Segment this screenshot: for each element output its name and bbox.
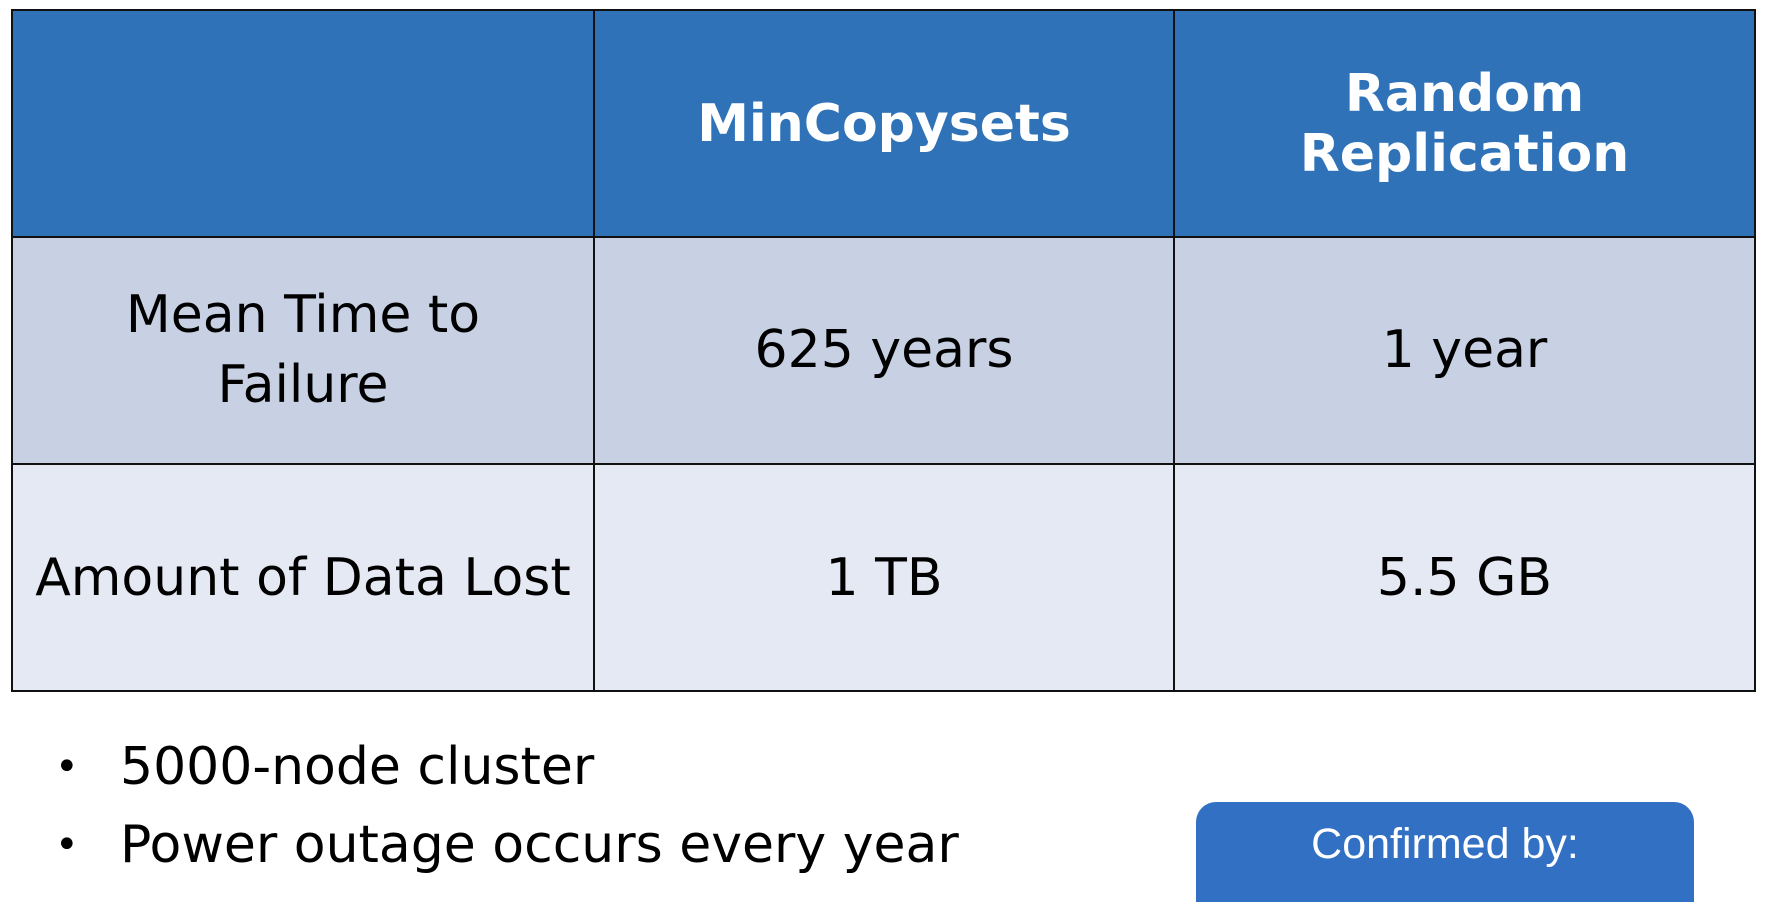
row-label-mttf-line2: Failure	[217, 354, 389, 415]
row-label-mttf: Mean Time to Failure	[11, 236, 595, 465]
header-random-replication: Random Replication	[1173, 9, 1756, 238]
mttf-mincopysets-value: 625 years	[593, 236, 1175, 465]
table-header-row: MinCopysets Random Replication	[11, 9, 1756, 238]
confirmed-by-box: Confirmed by:	[1196, 802, 1694, 902]
header-mincopysets: MinCopysets	[593, 9, 1175, 238]
bullet-icon: •	[55, 822, 79, 868]
data-lost-mincopysets-value: 1 TB	[593, 463, 1175, 692]
list-item: • 5000-node cluster	[55, 728, 959, 806]
header-empty-cell	[11, 9, 595, 238]
note-text: Power outage occurs every year	[120, 815, 959, 875]
mttf-random-value: 1 year	[1173, 236, 1756, 465]
comparison-table: MinCopysets Random Replication Mean Time…	[11, 9, 1756, 692]
confirmed-by-label: Confirmed by:	[1311, 820, 1579, 868]
data-lost-random-value: 5.5 GB	[1173, 463, 1756, 692]
row-label-data-lost: Amount of Data Lost	[11, 463, 595, 692]
row-label-mttf-line1: Mean Time to	[125, 285, 481, 346]
table-row: Mean Time to Failure 625 years 1 year	[11, 236, 1756, 465]
table-row: Amount of Data Lost 1 TB 5.5 GB	[11, 463, 1756, 692]
list-item: • Power outage occurs every year	[55, 806, 959, 884]
slide: MinCopysets Random Replication Mean Time…	[11, 9, 1756, 902]
notes-list: • 5000-node cluster • Power outage occur…	[55, 728, 959, 884]
note-text: 5000-node cluster	[120, 737, 595, 797]
bullet-icon: •	[55, 744, 79, 790]
